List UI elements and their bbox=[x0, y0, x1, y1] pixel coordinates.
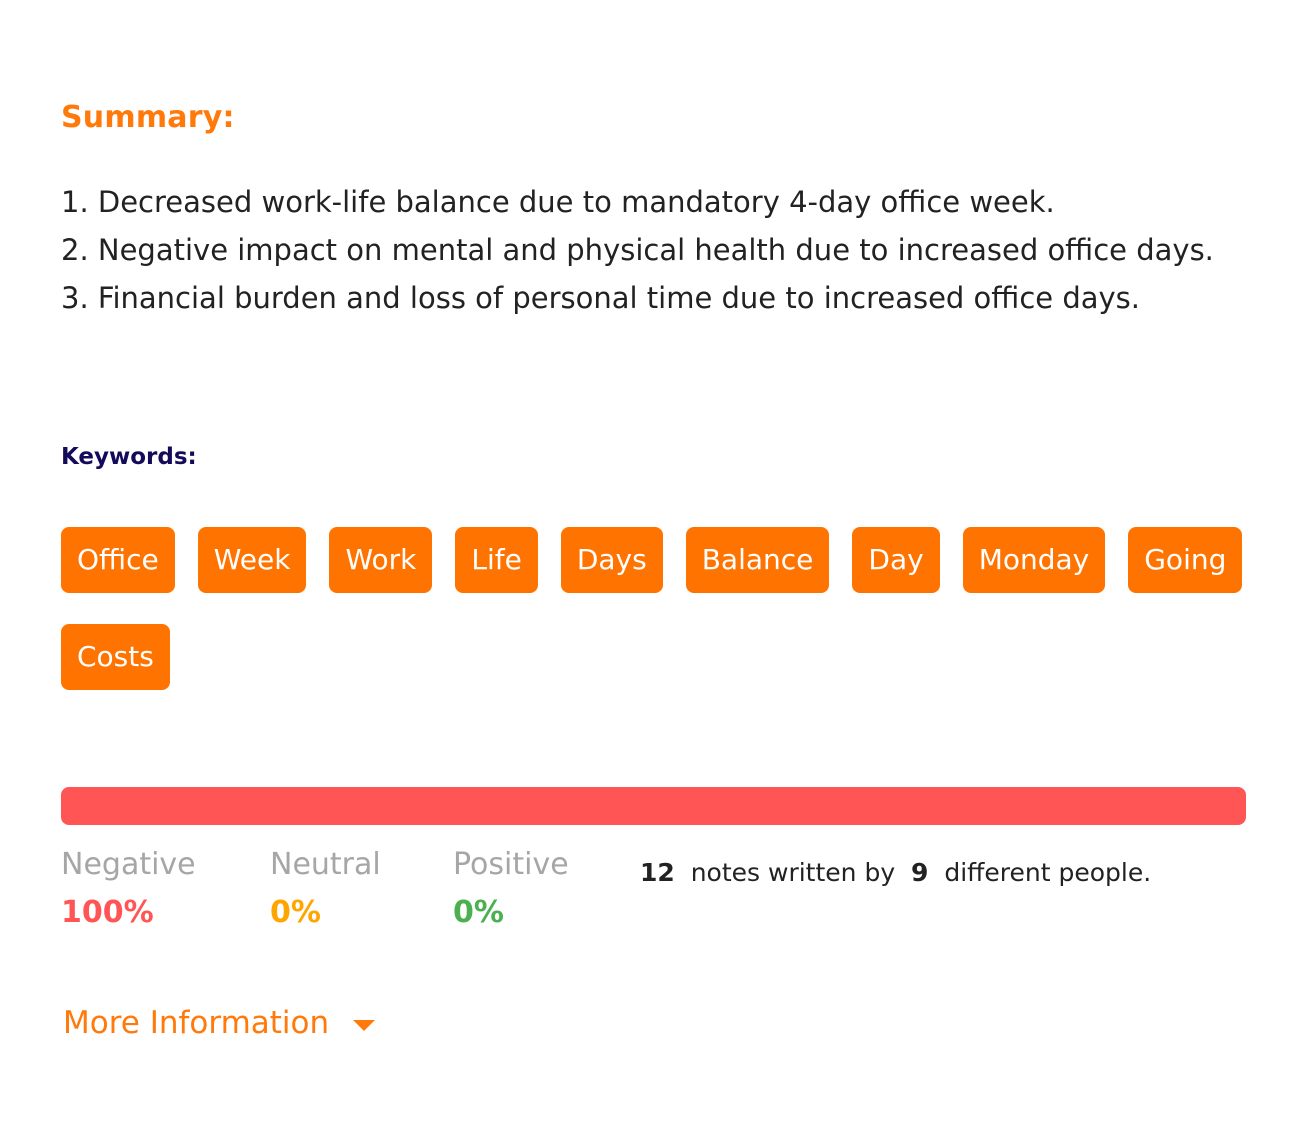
sentiment-positive-value: 0% bbox=[453, 895, 504, 930]
keywords-title: Keywords: bbox=[61, 444, 197, 470]
keyword-chip-life[interactable]: Life bbox=[455, 527, 538, 593]
keyword-chip-days[interactable]: Days bbox=[560, 527, 663, 593]
more-information-toggle[interactable]: More Information bbox=[63, 1005, 376, 1041]
keyword-chip-week[interactable]: Week bbox=[197, 527, 307, 593]
sentiment-negative: Negative 100% bbox=[61, 846, 196, 932]
sentiment-neutral-value: 0% bbox=[270, 895, 321, 930]
sentiment-negative-value: 100% bbox=[61, 895, 154, 930]
sentiment-stats: Negative 100% Neutral 0% Positive 0% bbox=[61, 846, 1261, 946]
sentiment-positive-label: Positive bbox=[453, 847, 569, 882]
summary-item: 1. Decreased work-life balance due to ma… bbox=[61, 185, 1055, 219]
sentiment-negative-label: Negative bbox=[61, 847, 196, 882]
caret-down-icon bbox=[353, 1019, 376, 1031]
sentiment-bar bbox=[61, 787, 1246, 825]
people-count: 9 bbox=[911, 858, 929, 887]
keyword-chip-going[interactable]: Going bbox=[1128, 527, 1243, 593]
notes-text-a: notes written by bbox=[690, 858, 896, 887]
keyword-chip-list: Office Week Work Life Days Balance Day M… bbox=[61, 527, 1251, 690]
keyword-chip-costs[interactable]: Costs bbox=[61, 624, 170, 690]
summary-list: 1. Decreased work-life balance due to ma… bbox=[61, 178, 1261, 322]
keyword-chip-monday[interactable]: Monday bbox=[962, 527, 1106, 593]
summary-item: 2. Negative impact on mental and physica… bbox=[61, 233, 1214, 267]
notes-summary: 12 notes written by 9 different people. bbox=[640, 858, 1151, 887]
notes-text-b: different people. bbox=[944, 858, 1152, 887]
summary-item: 3. Financial burden and loss of personal… bbox=[61, 281, 1141, 315]
keyword-chip-balance[interactable]: Balance bbox=[685, 527, 830, 593]
keyword-chip-work[interactable]: Work bbox=[329, 527, 433, 593]
more-information-label: More Information bbox=[63, 1005, 330, 1041]
sentiment-neutral-label: Neutral bbox=[270, 847, 381, 882]
notes-count: 12 bbox=[640, 858, 675, 887]
sentiment-bar-negative bbox=[61, 787, 1246, 825]
keyword-chip-day[interactable]: Day bbox=[852, 527, 940, 593]
keyword-chip-office[interactable]: Office bbox=[61, 527, 175, 593]
sentiment-neutral: Neutral 0% bbox=[270, 846, 381, 932]
summary-title: Summary: bbox=[61, 100, 235, 135]
sentiment-positive: Positive 0% bbox=[453, 846, 569, 932]
